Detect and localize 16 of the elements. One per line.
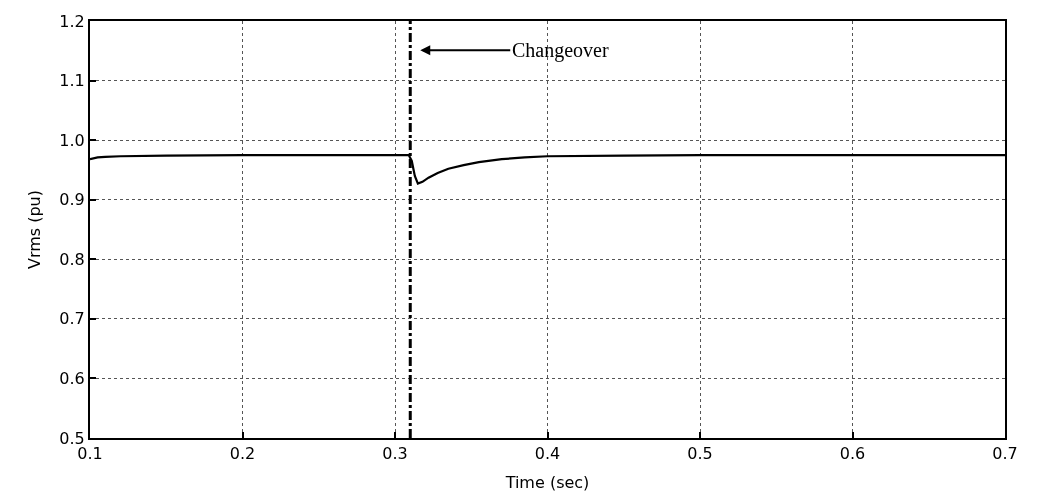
y-tick-label: 0.6	[59, 369, 85, 389]
x-tick-label: 0.2	[229, 444, 256, 464]
y-tick-label: 0.9	[59, 190, 85, 210]
ref-line-label: Changeover	[512, 39, 609, 62]
y-tick-label: 1.1	[59, 71, 85, 91]
x-tick-label: 0.7	[992, 444, 1018, 464]
y-tick-label: 1.0	[59, 130, 85, 150]
y-tick-label: 0.8	[59, 249, 85, 269]
x-tick-label: 0.4	[534, 444, 561, 464]
x-axis-title: Time (sec)	[504, 473, 590, 493]
x-tick-label: 0.3	[382, 444, 408, 464]
y-tick-label: 0.7	[59, 309, 85, 329]
y-tick-label: 1.2	[59, 11, 85, 31]
x-tick-label: 0.6	[839, 444, 866, 464]
y-axis-title: Vrms (pu)	[24, 189, 44, 270]
x-tick-label: 0.5	[687, 444, 713, 464]
